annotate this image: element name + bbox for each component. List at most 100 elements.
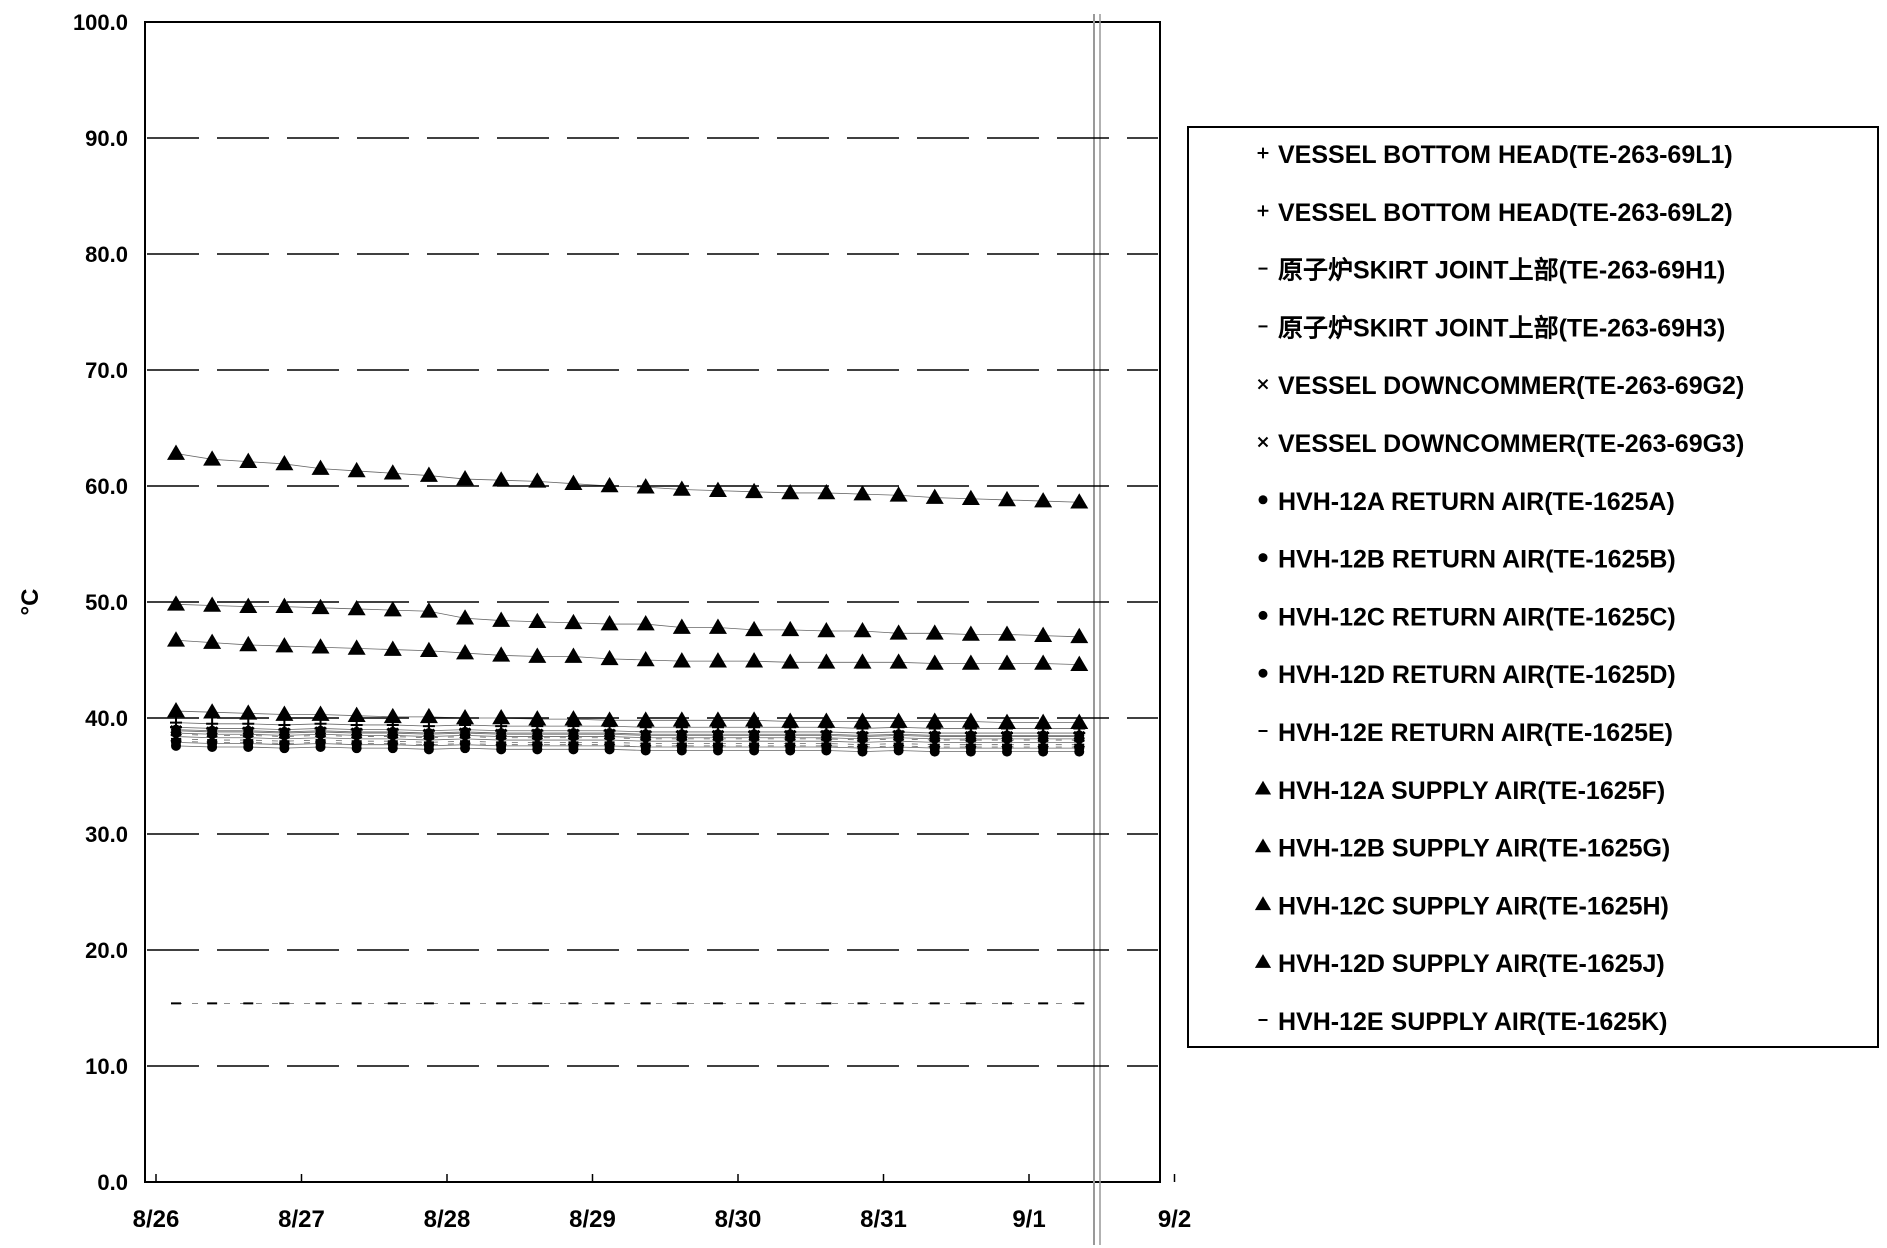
data-point — [961, 654, 980, 670]
data-point — [492, 709, 511, 725]
data-point — [961, 712, 980, 728]
series-line — [175, 740, 1080, 748]
data-point — [636, 651, 655, 667]
data-point — [275, 637, 294, 653]
x-tick-label: 8/27 — [278, 1206, 325, 1233]
data-point — [239, 597, 258, 613]
legend-marker — [1258, 495, 1268, 505]
data-point — [853, 653, 872, 669]
series-line — [175, 453, 1080, 503]
data-point — [564, 710, 583, 726]
data-point — [961, 625, 980, 641]
series-line — [175, 730, 1080, 737]
legend-entry: HVH-12E SUPPLY AIR(TE-1625K) — [1278, 1008, 1667, 1036]
data-point — [636, 711, 655, 727]
data-point — [781, 620, 800, 637]
data-point — [1070, 493, 1089, 509]
legend-marker — [1258, 610, 1268, 620]
data-point — [167, 702, 185, 718]
data-point — [203, 450, 222, 466]
y-tick-label: 30.0 — [85, 822, 128, 847]
x-tick-label: 8/26 — [133, 1206, 180, 1233]
data-point — [672, 652, 691, 668]
data-point — [745, 620, 764, 637]
series-group — [171, 740, 1085, 757]
series-line — [175, 710, 1080, 724]
x-tick-label: 8/31 — [860, 1206, 907, 1233]
data-point — [998, 654, 1017, 670]
x-tick-label: 9/2 — [1158, 1206, 1191, 1233]
series-line — [175, 729, 1080, 736]
series-line — [175, 745, 1080, 753]
series-line — [175, 722, 1080, 729]
data-point — [419, 707, 438, 724]
data-point — [745, 482, 764, 499]
data-point — [998, 713, 1017, 729]
legend-entry: 原子炉SKIRT JOINT上部(TE-263-69H1) — [1278, 256, 1725, 285]
legend-box — [1187, 126, 1879, 1048]
data-point — [203, 596, 222, 612]
data-point — [817, 712, 836, 728]
legend-entry: HVH-12D RETURN AIR(TE-1625D) — [1278, 661, 1676, 689]
legend-entry: VESSEL DOWNCOMMER(TE-263-69G3) — [1278, 430, 1744, 458]
data-point — [492, 611, 511, 627]
y-tick-label: 40.0 — [85, 706, 128, 731]
data-point — [564, 474, 583, 490]
data-point — [672, 711, 691, 727]
data-point — [492, 646, 511, 662]
legend-entry: HVH-12D SUPPLY AIR(TE-1625J) — [1278, 950, 1665, 978]
data-point — [1034, 492, 1053, 508]
data-point — [781, 483, 800, 500]
data-point — [347, 639, 366, 655]
data-point — [853, 485, 872, 501]
legend-entry: HVH-12A RETURN AIR(TE-1625A) — [1278, 488, 1675, 516]
y-tick-label: 20.0 — [85, 938, 128, 963]
data-point — [781, 712, 800, 728]
data-point — [745, 652, 764, 668]
series-group — [167, 595, 1089, 644]
data-point — [961, 489, 980, 506]
data-point — [203, 703, 222, 719]
data-point — [528, 612, 547, 629]
legend-marker — [1257, 147, 1269, 159]
data-point — [708, 711, 727, 727]
data-point — [1070, 627, 1089, 644]
y-tick-label: 80.0 — [85, 242, 128, 267]
y-tick-label: 60.0 — [85, 474, 128, 499]
series-group — [171, 740, 1085, 748]
data-point — [817, 483, 836, 500]
data-point — [1034, 713, 1053, 729]
data-point — [311, 598, 330, 615]
legend-entry: HVH-12A SUPPLY AIR(TE-1625F) — [1278, 777, 1665, 805]
x-tick-label: 9/1 — [1012, 1206, 1045, 1233]
x-tick-label: 8/28 — [424, 1206, 471, 1233]
series-line — [175, 736, 1080, 743]
data-point — [600, 711, 619, 727]
data-point — [239, 452, 258, 468]
x-tick-label: 8/30 — [715, 1206, 762, 1233]
legend-entry: HVH-12B SUPPLY AIR(TE-1625G) — [1278, 835, 1670, 863]
data-point — [1034, 654, 1053, 670]
legend: VESSEL BOTTOM HEAD(TE-263-69L1) VESSEL BO… — [1187, 126, 1879, 1048]
legend-marker — [1254, 896, 1272, 911]
data-point — [528, 647, 547, 663]
data-point — [925, 488, 944, 504]
data-point — [347, 599, 366, 616]
data-point — [456, 644, 475, 660]
data-point — [600, 615, 619, 631]
data-point — [419, 641, 438, 658]
data-point — [347, 706, 366, 722]
data-point — [275, 705, 294, 721]
legend-entry: HVH-12B RETURN AIR(TE-1625B) — [1278, 546, 1676, 574]
series-line — [175, 733, 1080, 741]
data-point — [600, 477, 619, 493]
plot-area: 0.0 10.0 20.0 30.0 40.0 50.0 60.0 70.0 80.0 90.0 1… — [73, 10, 1191, 1245]
data-point — [925, 654, 944, 670]
data-point — [925, 624, 944, 640]
series-group — [167, 631, 1089, 671]
data-point — [203, 633, 222, 649]
data-point — [564, 647, 583, 663]
series-group — [171, 728, 1085, 744]
data-point — [456, 609, 475, 625]
